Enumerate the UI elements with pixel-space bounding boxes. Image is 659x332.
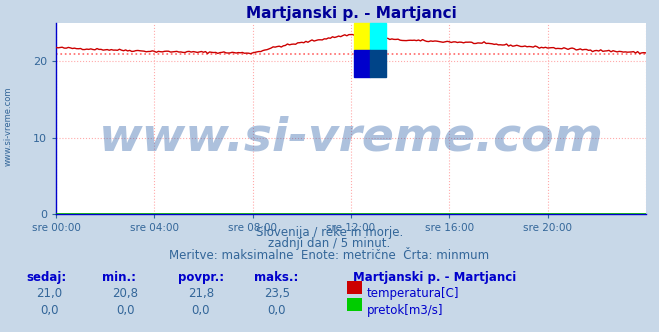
Text: 21,8: 21,8: [188, 287, 214, 300]
Bar: [354, 23, 370, 50]
Title: Martjanski p. - Martjanci: Martjanski p. - Martjanci: [246, 6, 456, 21]
Text: 0,0: 0,0: [116, 304, 134, 317]
Text: Martjanski p. - Martjanci: Martjanski p. - Martjanci: [353, 271, 516, 284]
Text: Slovenija / reke in morje.: Slovenija / reke in morje.: [256, 226, 403, 239]
Text: www.si-vreme.com: www.si-vreme.com: [3, 86, 13, 166]
Text: 0,0: 0,0: [192, 304, 210, 317]
Bar: [370, 23, 386, 50]
Text: 20,8: 20,8: [112, 287, 138, 300]
Text: temperatura[C]: temperatura[C]: [367, 287, 459, 300]
Text: zadnji dan / 5 minut.: zadnji dan / 5 minut.: [268, 237, 391, 250]
Text: povpr.:: povpr.:: [178, 271, 224, 284]
Bar: [370, 50, 386, 77]
Text: maks.:: maks.:: [254, 271, 298, 284]
Bar: [354, 50, 370, 77]
Text: Meritve: maksimalne  Enote: metrične  Črta: minmum: Meritve: maksimalne Enote: metrične Črta…: [169, 249, 490, 262]
Text: 0,0: 0,0: [40, 304, 59, 317]
Text: 21,0: 21,0: [36, 287, 63, 300]
Text: www.si-vreme.com: www.si-vreme.com: [98, 115, 604, 160]
Text: pretok[m3/s]: pretok[m3/s]: [367, 304, 444, 317]
Text: sedaj:: sedaj:: [26, 271, 67, 284]
Text: 23,5: 23,5: [264, 287, 290, 300]
Text: 0,0: 0,0: [268, 304, 286, 317]
Text: min.:: min.:: [102, 271, 136, 284]
